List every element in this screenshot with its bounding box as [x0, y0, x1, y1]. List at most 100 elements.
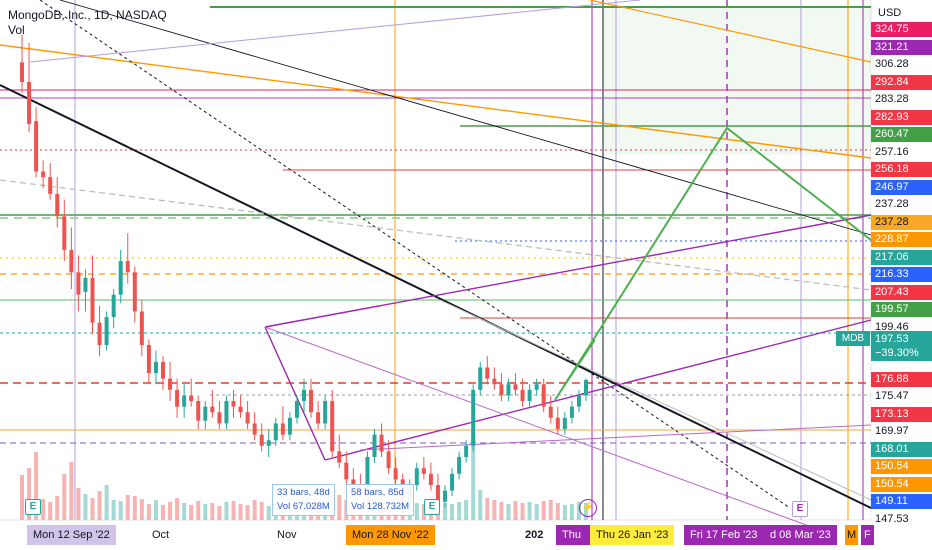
date-tag-m: M: [845, 525, 859, 545]
volume-bar: [196, 501, 201, 520]
volume-bars: [20, 435, 588, 520]
volume-bar: [210, 503, 215, 520]
volume-bar: [259, 502, 264, 520]
candle-body: [55, 193, 60, 217]
volume-bar: [443, 503, 447, 520]
currency-label[interactable]: USD: [878, 7, 902, 19]
candle-body: [393, 468, 398, 480]
candle-body: [435, 485, 440, 502]
earnings-event-1[interactable]: E: [25, 499, 41, 515]
price-label: 207.43: [871, 284, 932, 300]
volume-bar: [146, 504, 151, 520]
earnings-event-2[interactable]: E: [424, 499, 440, 515]
chart-header: MongoDB, Inc., 1D, NASDAQ Vol: [8, 8, 167, 38]
price-label: 237.28: [871, 197, 932, 212]
candle-body: [34, 121, 39, 172]
price-label: 150.54: [871, 476, 932, 492]
candle-body: [132, 272, 137, 312]
date-tag-feb17: Fri 17 Feb '23: [684, 525, 764, 545]
price-label: 256.18: [871, 162, 932, 177]
candle-body: [464, 445, 469, 458]
volume-bar: [478, 490, 483, 520]
price-label: 173.13: [871, 406, 932, 422]
candle-body: [41, 171, 46, 178]
candle-body: [97, 322, 102, 346]
candle-body: [210, 406, 215, 413]
lightning-icon[interactable]: ⚡: [579, 499, 597, 517]
price-label: 149.11: [871, 494, 932, 509]
symbol-title[interactable]: MongoDB, Inc., 1D, NASDAQ: [8, 8, 167, 22]
date-tag-sep12: Mon 12 Sep '22: [27, 525, 116, 545]
date-tag-mar08: d 08 Mar '23: [764, 525, 837, 545]
candle-body: [161, 361, 165, 379]
candle-body: [76, 272, 81, 295]
candle-body: [62, 216, 67, 250]
volume-bar: [55, 496, 60, 520]
candle-body: [27, 81, 32, 124]
earnings-event-3[interactable]: E: [792, 501, 808, 517]
month-label-nov: Nov: [277, 529, 297, 541]
volume-bar: [76, 488, 81, 520]
volume-label[interactable]: Vol: [8, 23, 25, 37]
volume-bar: [182, 503, 187, 520]
horizontal-levels: [0, 6, 871, 444]
volume-bar: [97, 491, 102, 520]
candle-body: [428, 473, 433, 486]
candle-body: [90, 277, 95, 323]
candle-body: [111, 294, 116, 318]
volume-bar: [450, 504, 455, 520]
volume-bar: [252, 500, 257, 520]
candlesticks: [20, 34, 588, 508]
candle-body: [421, 468, 426, 474]
volume-bar: [245, 505, 250, 520]
date-tag-thu: Thu: [556, 525, 590, 545]
price-label: 282.93: [871, 109, 932, 125]
candle-body: [548, 406, 553, 418]
date-tag-f: F: [861, 525, 874, 545]
price-label: 228.87: [871, 232, 932, 247]
volume-bar: [48, 502, 53, 520]
volume-bar: [161, 505, 165, 520]
candle-body: [485, 367, 490, 379]
volume-bar: [125, 495, 130, 520]
candle-body: [48, 177, 53, 194]
volume-bar: [132, 496, 137, 520]
candle-body: [527, 389, 532, 402]
candle-body: [224, 401, 229, 424]
volume-bar: [153, 500, 158, 520]
price-label: 176.88: [871, 371, 932, 387]
volume-bar: [492, 500, 497, 520]
trend-lines: [0, 0, 872, 531]
candle-body: [104, 317, 109, 346]
volume-bar: [421, 504, 426, 520]
volume-bar: [231, 501, 236, 520]
volume-bar: [175, 498, 180, 520]
volume-bar: [576, 502, 581, 520]
candle-body: [139, 311, 144, 346]
candle-body: [125, 261, 130, 273]
measure-box-1: 33 bars, 48d Vol 67.028M: [272, 484, 335, 516]
volume-bar: [471, 435, 476, 520]
price-label: 217.06: [871, 249, 932, 265]
candle-body: [189, 395, 194, 402]
candle-body: [337, 451, 342, 463]
candle-body: [414, 468, 419, 486]
volume-bar: [485, 498, 490, 520]
candle-body: [450, 473, 455, 491]
price-label: 150.54: [871, 459, 932, 474]
candle-body: [372, 434, 377, 458]
candle-body: [562, 417, 567, 430]
candle-body: [316, 412, 321, 424]
measure-2-vol: Vol 128.732M: [351, 501, 410, 512]
candle-body: [555, 417, 560, 430]
volume-bar: [224, 502, 229, 520]
candle-body: [182, 395, 187, 407]
volume-bar: [34, 452, 39, 520]
volume-bar: [27, 468, 32, 520]
price-label: 292.84: [871, 74, 932, 90]
month-label-year: 202: [525, 529, 544, 541]
candle-body: [203, 406, 208, 421]
candle-body: [118, 261, 123, 295]
